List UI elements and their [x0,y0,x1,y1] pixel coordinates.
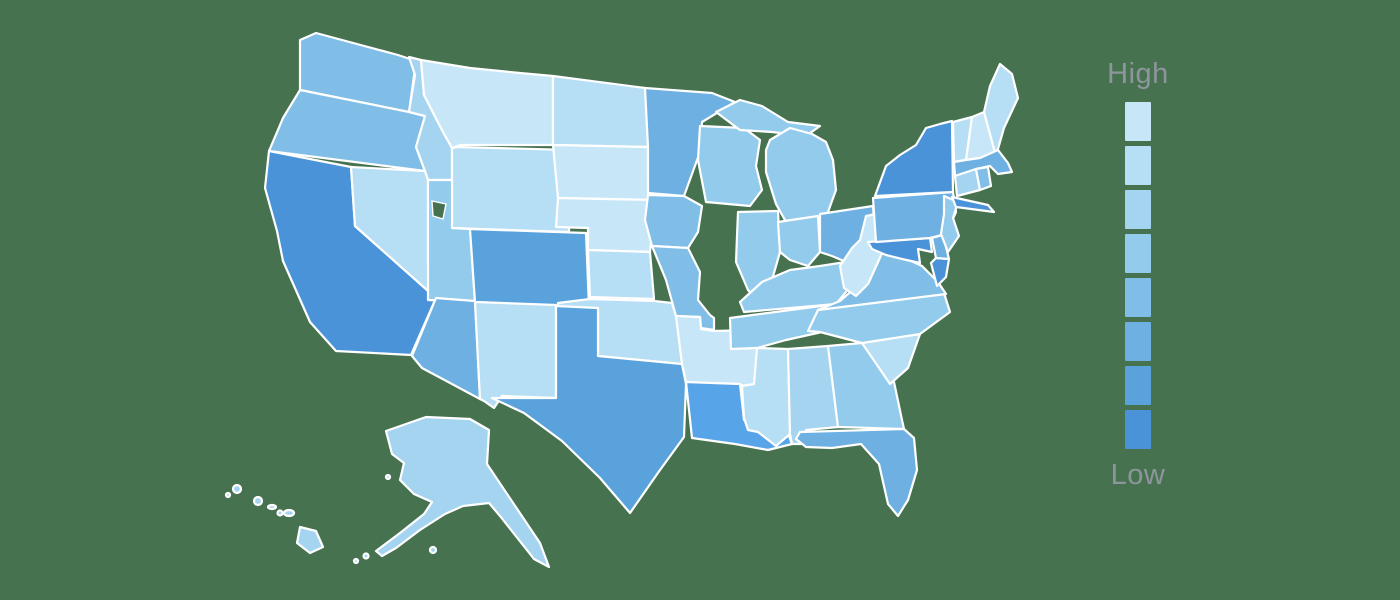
state-arizona[interactable] [410,296,482,401]
state-south-dakota[interactable] [551,143,658,202]
state-alaska-aleutian-island[interactable] [362,552,370,560]
state-florida[interactable] [794,427,919,518]
legend-high-label: High [1107,58,1169,90]
state-rhode-island[interactable] [974,165,993,192]
state-new-mexico[interactable] [473,300,558,410]
state-michigan-upper-peninsula[interactable] [714,98,822,138]
state-maryland[interactable] [866,236,934,265]
state-michigan[interactable] [764,126,838,224]
state-alaska-island[interactable] [384,473,392,481]
state-hawaii-oahu[interactable] [252,495,264,507]
state-indiana[interactable] [776,214,822,268]
state-hawaii-kauai[interactable] [231,483,243,495]
state-hawaii-lanai[interactable] [276,509,284,517]
state-hawaii-molokai[interactable] [266,503,278,511]
state-hawaii-big-island[interactable] [295,525,325,555]
state-wyoming[interactable] [450,145,573,234]
state-kansas[interactable] [586,248,656,301]
legend-swatch-1 [1125,102,1151,141]
legend-swatch-8 [1125,410,1151,449]
state-iowa[interactable] [643,193,704,250]
state-hawaii-niihau[interactable] [224,491,232,499]
legend: High Low [1104,58,1172,491]
legend-swatch-5 [1125,278,1151,317]
state-missouri[interactable] [650,244,716,332]
state-new-york[interactable] [873,119,955,198]
state-wisconsin[interactable] [696,124,764,208]
state-texas[interactable] [490,304,688,515]
state-new-york-long-island[interactable] [950,195,996,214]
legend-swatch-3 [1125,190,1151,229]
great-salt-lake [431,200,447,220]
state-colorado[interactable] [468,227,591,309]
legend-low-label: Low [1110,459,1166,491]
state-hawaii-maui[interactable] [282,508,296,518]
legend-swatch-6 [1125,322,1151,361]
state-alaska[interactable] [374,415,551,569]
state-alaska-aleutian-island[interactable] [352,557,360,565]
legend-swatch-7 [1125,366,1151,405]
state-north-carolina[interactable] [806,291,952,345]
legend-swatches [1125,102,1151,449]
state-alaska-kodiak-island[interactable] [428,545,438,555]
legend-swatch-4 [1125,234,1151,273]
state-north-dakota[interactable] [551,74,650,149]
legend-swatch-2 [1125,146,1151,185]
state-montana[interactable] [419,58,555,150]
